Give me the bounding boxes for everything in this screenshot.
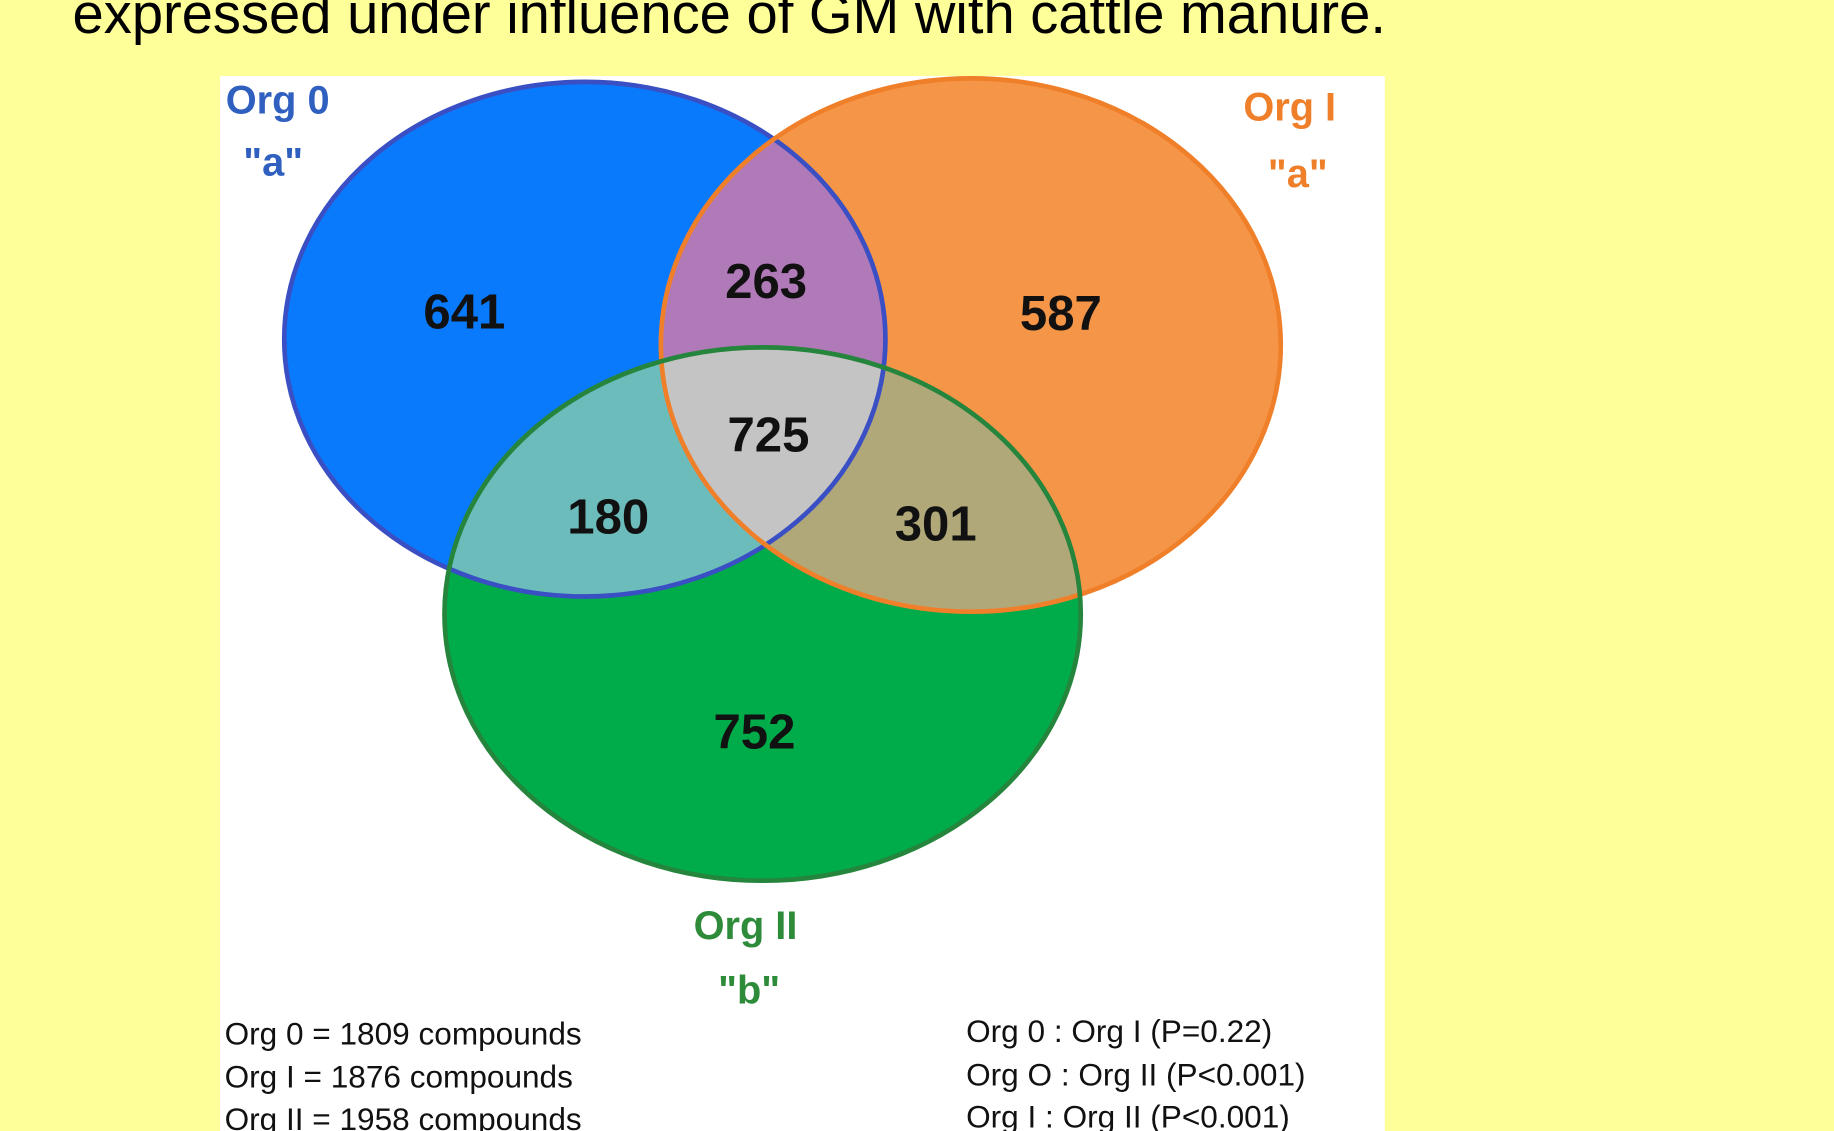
comparison-line: Org I : Org II (P<0.001)	[966, 1098, 1290, 1131]
set-label: Org 0	[226, 78, 330, 122]
comparison-line: Org 0 : Org I (P=0.22)	[966, 1013, 1272, 1049]
set-group: "b"	[718, 969, 780, 1013]
total-line: Org 0 = 1809 compounds	[225, 1015, 582, 1051]
region-value: 263	[725, 255, 807, 309]
overlap-0-II	[444, 347, 886, 597]
region-value: 180	[567, 490, 649, 544]
region-value: 752	[713, 706, 795, 760]
set-group: "a"	[243, 140, 303, 184]
region-value: 301	[895, 497, 977, 551]
comparison-line: Org O : Org II (P<0.001)	[966, 1056, 1305, 1092]
overlap-I-II	[660, 347, 1081, 612]
set-label: Org II	[694, 904, 798, 948]
set-label: Org I	[1243, 85, 1336, 129]
region-value: 725	[727, 408, 809, 462]
outline-orgII	[442, 345, 1084, 884]
total-line: Org II = 1958 compounds	[225, 1101, 582, 1131]
set-group: "a"	[1268, 152, 1328, 196]
outline-orgI	[658, 76, 1284, 615]
outline-org0	[281, 79, 888, 599]
region-value: 641	[423, 286, 505, 340]
region-value: 587	[1020, 287, 1102, 341]
total-line: Org I = 1876 compounds	[225, 1059, 573, 1095]
title: expressed under influence of GM with cat…	[73, 0, 1386, 45]
venn	[281, 76, 1284, 884]
